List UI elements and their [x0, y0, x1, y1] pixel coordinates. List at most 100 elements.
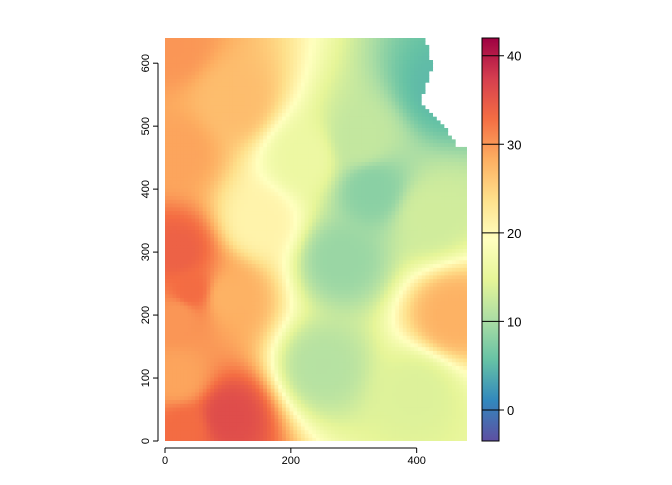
raster-cell: [323, 425, 328, 431]
raster-cell: [357, 391, 362, 397]
raster-cell: [353, 388, 359, 393]
raster-cell: [300, 282, 306, 287]
raster-cell: [342, 361, 347, 367]
raster-cell: [202, 418, 208, 423]
raster-cell: [406, 286, 411, 291]
raster-cell: [293, 323, 298, 329]
raster-cell: [334, 380, 340, 385]
raster-cell: [229, 380, 234, 385]
raster-cell: [248, 270, 253, 276]
raster-cell: [274, 425, 279, 431]
raster-cell: [206, 304, 211, 310]
raster-cell: [278, 395, 283, 401]
raster-cell: [338, 410, 344, 416]
raster-cell: [410, 418, 415, 423]
raster-cell: [421, 346, 427, 351]
raster-cell: [236, 210, 242, 215]
raster-cell: [232, 361, 238, 367]
raster-cell: [229, 267, 234, 272]
raster-cell: [459, 286, 464, 291]
raster-cell: [417, 255, 423, 261]
raster-cell: [191, 218, 196, 223]
raster-cell: [338, 316, 344, 321]
raster-cell: [368, 308, 374, 314]
raster-cell: [331, 225, 336, 231]
raster-cell: [274, 218, 279, 223]
raster-cell: [342, 376, 347, 382]
raster-cell: [319, 395, 325, 401]
raster-cell: [293, 369, 298, 374]
raster-cell: [255, 202, 260, 208]
raster-cell: [425, 369, 430, 374]
raster-cell: [221, 308, 227, 314]
raster-cell: [251, 301, 257, 306]
raster-cell: [327, 361, 332, 367]
raster-cell: [334, 399, 340, 404]
raster-cell: [463, 270, 467, 276]
raster-cell: [285, 263, 291, 268]
raster-cell: [251, 263, 257, 268]
raster-cell: [383, 361, 389, 367]
raster-cell: [399, 410, 404, 416]
raster-cell: [383, 320, 389, 325]
raster-cell: [270, 361, 276, 367]
raster-cell: [365, 372, 370, 378]
raster-cell: [380, 361, 385, 367]
raster-cell: [206, 221, 211, 227]
raster-cell: [440, 233, 445, 238]
raster-cell: [444, 323, 449, 329]
raster-cell: [414, 376, 419, 382]
raster-cell: [444, 274, 449, 280]
raster-cell: [395, 361, 400, 367]
raster-cell: [342, 312, 347, 317]
raster-cell: [251, 229, 257, 234]
raster-cell: [368, 229, 374, 234]
raster-cell: [399, 429, 404, 435]
raster-cell: [455, 263, 461, 268]
raster-cell: [433, 410, 438, 416]
raster-cell: [210, 274, 215, 280]
raster-cell: [202, 289, 208, 295]
raster-cell: [399, 388, 404, 393]
raster-cell: [195, 206, 200, 212]
raster-cell: [293, 293, 298, 299]
raster-cell: [183, 293, 189, 299]
raster-cell: [187, 327, 193, 333]
raster-cell: [421, 357, 427, 363]
raster-cell: [414, 361, 419, 367]
raster-cell: [327, 433, 332, 438]
raster-cell: [383, 259, 389, 265]
raster-cell: [168, 244, 174, 249]
raster-cell: [402, 225, 408, 231]
raster-cell: [365, 214, 370, 219]
raster-cell: [319, 327, 325, 333]
raster-cell: [270, 248, 276, 253]
raster-cell: [248, 418, 253, 423]
raster-cell: [168, 342, 174, 348]
raster-cell: [297, 354, 302, 359]
raster-cell: [436, 407, 442, 412]
raster-cell: [248, 229, 253, 234]
raster-cell: [206, 263, 211, 268]
raster-cell: [176, 384, 181, 389]
raster-cell: [282, 304, 287, 310]
raster-cell: [395, 429, 400, 435]
raster-cell: [406, 407, 411, 412]
raster-cell: [255, 403, 260, 408]
raster-cell: [353, 320, 359, 325]
raster-cell: [338, 236, 344, 242]
raster-cell: [414, 267, 419, 272]
raster-cell: [327, 376, 332, 382]
raster-cell: [342, 391, 347, 397]
raster-cell: [429, 263, 434, 268]
raster-cell: [395, 399, 400, 404]
raster-cell: [421, 418, 427, 423]
raster-cell: [316, 214, 321, 219]
raster-cell: [172, 225, 177, 231]
raster-cell: [372, 335, 378, 340]
raster-cell: [376, 391, 381, 397]
raster-cell: [240, 214, 245, 219]
raster-cell: [308, 425, 313, 431]
raster-cell: [459, 206, 464, 212]
raster-cell: [293, 357, 298, 363]
